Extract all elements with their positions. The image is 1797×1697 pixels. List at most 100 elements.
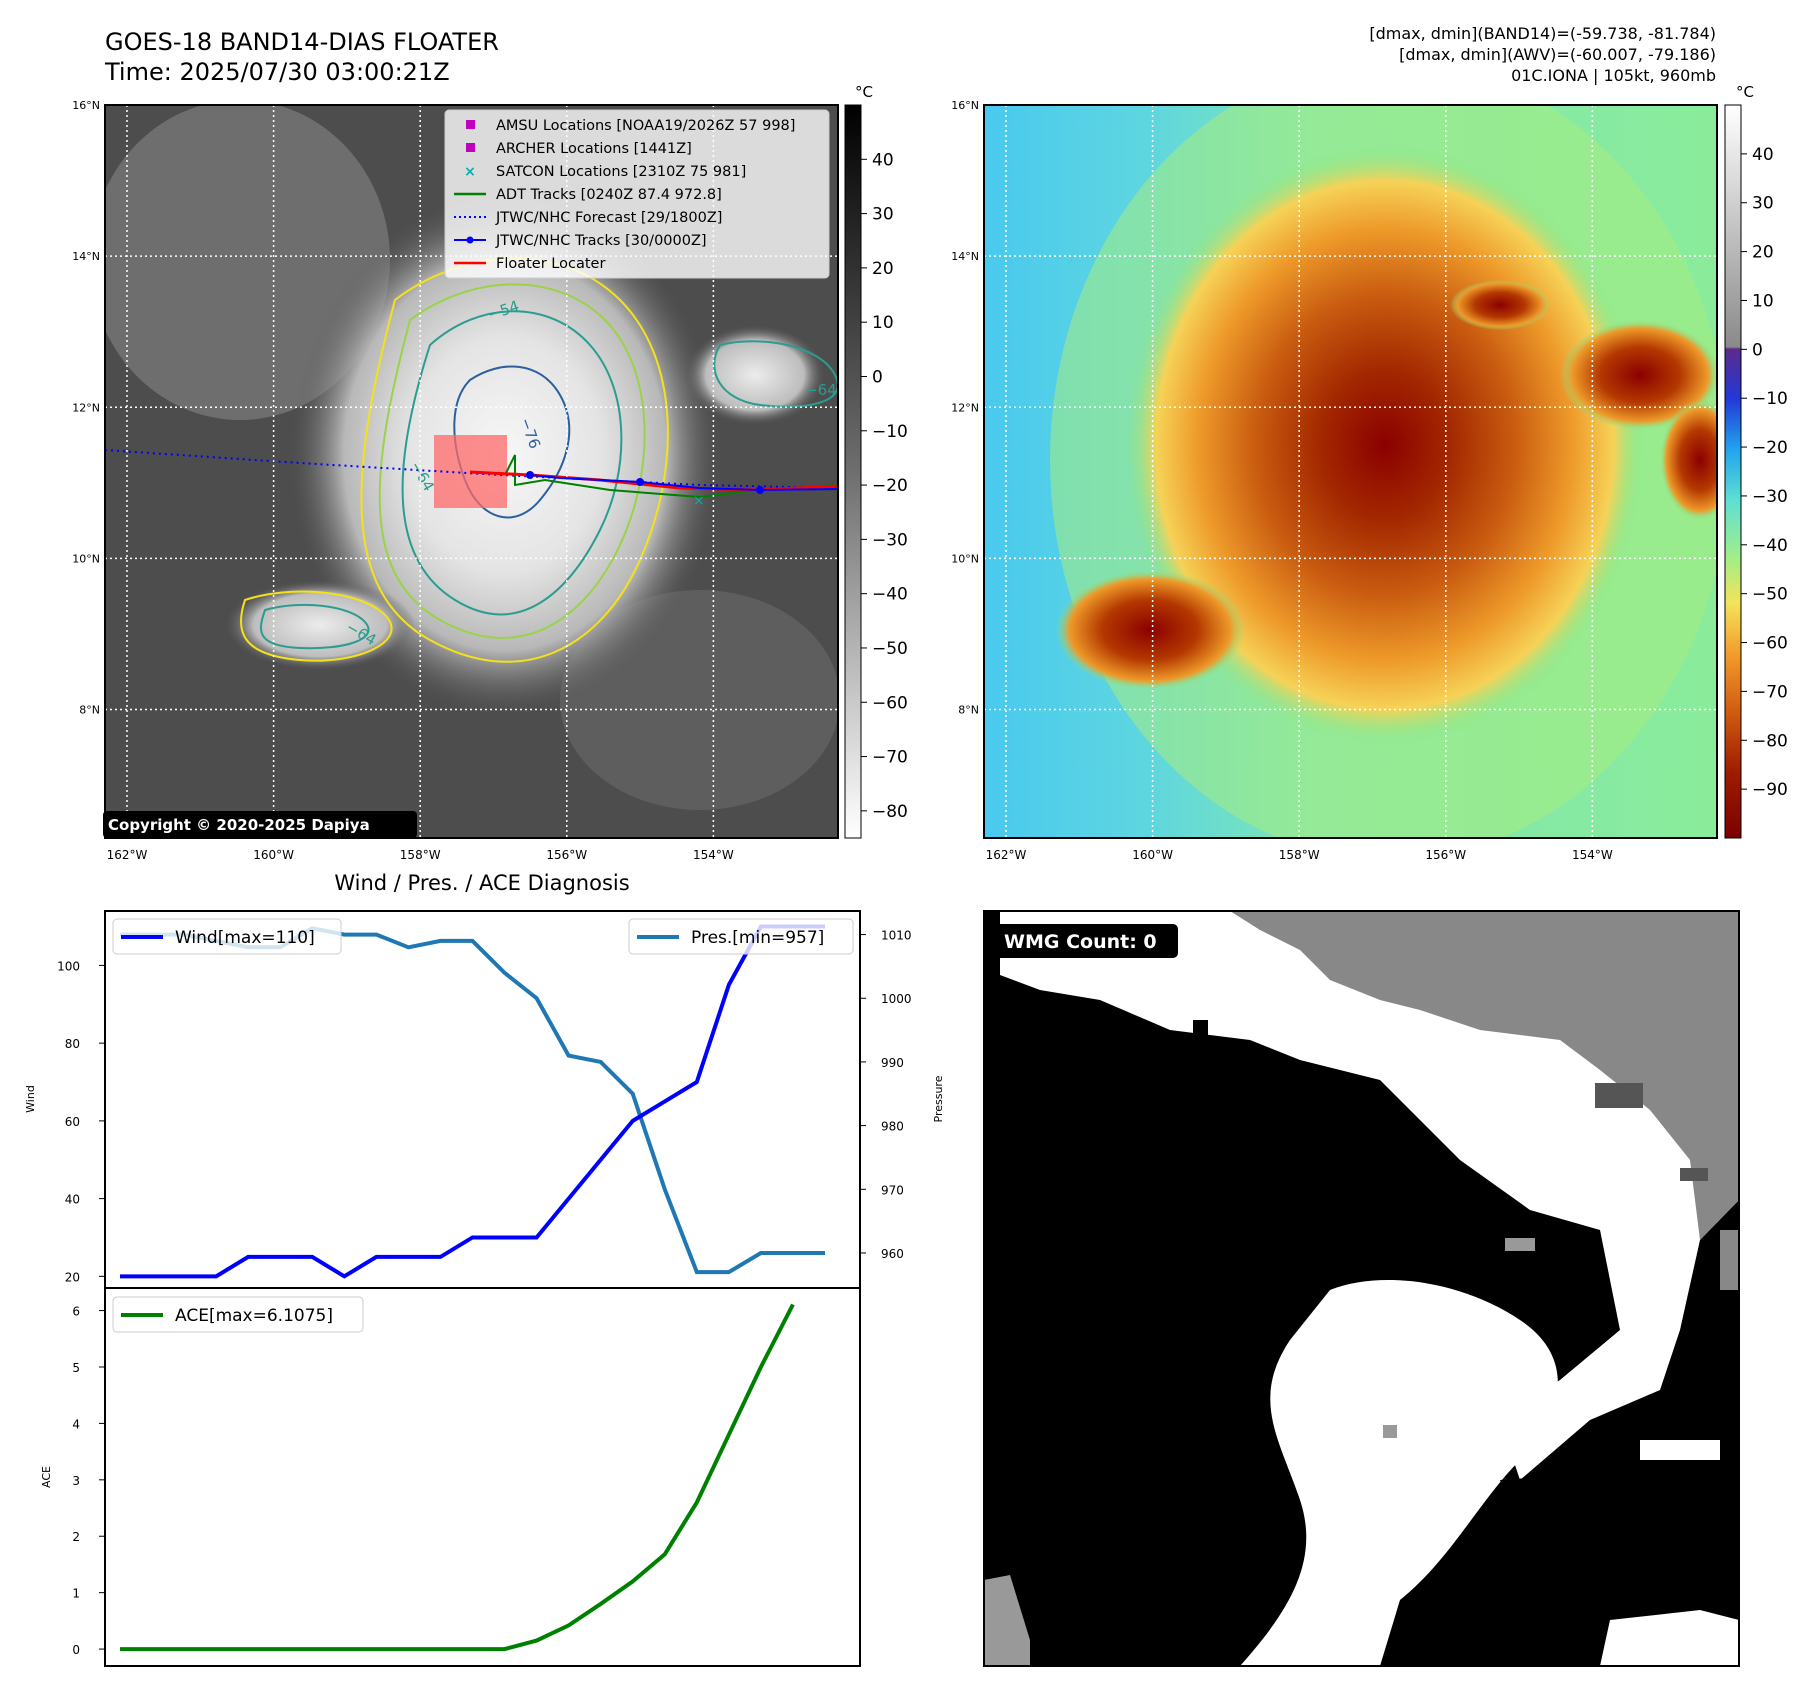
ir-colorbar-tick: −60	[872, 693, 908, 713]
legend-marker-dot	[466, 236, 474, 244]
awv-colorbar-tick: 10	[1752, 291, 1774, 311]
ir-panel: × −54 −76 −64 −64 −64 162°W 160°W 158°W 156…	[72, 83, 908, 862]
ace-tick-label: 3	[72, 1474, 80, 1488]
copyright-box	[103, 811, 417, 838]
ir-lon-tick-label: 162°W	[107, 848, 148, 862]
ir-colorbar-tick: 0	[872, 367, 883, 387]
wind-pressure-chart: 20 40 60 80 100 960 970 980 990 1000 1010 Wind Pr…	[24, 910, 945, 1289]
pressure-tick-label: 1010	[881, 929, 912, 943]
awv-colorbar-tick: −60	[1752, 634, 1788, 654]
ir-lat-tick-label: 8°N	[79, 704, 100, 717]
awv-colorbar-tick: 40	[1752, 145, 1774, 165]
wmg-count-label: WMG Count: 0	[1004, 931, 1157, 953]
legend-label: AMSU Locations [NOAA19/2026Z 57 998]	[496, 118, 795, 134]
pressure-tick-label: 980	[881, 1120, 904, 1134]
ir-colorbar-tick: 10	[872, 313, 894, 333]
pressure-legend-label: Pres.[min=957]	[691, 928, 824, 948]
jtwc-forecast-line	[105, 449, 838, 489]
awv-lon-tick-label: 154°W	[1572, 848, 1613, 862]
legend-label: JTWC/NHC Forecast [29/1800Z]	[495, 210, 722, 226]
wind-tick-label: 20	[65, 1270, 80, 1284]
ir-lat-tick-label: 10°N	[72, 552, 100, 565]
storm-info: 01C.IONA | 105kt, 960mb	[1511, 66, 1716, 85]
awv-colorbar-tick: −10	[1752, 389, 1788, 409]
ir-lon-tick-label: 160°W	[253, 848, 294, 862]
awv-colorbar-tick: −50	[1752, 585, 1788, 605]
pressure-tick-label: 960	[881, 1247, 904, 1261]
ace-tick-label: 6	[72, 1305, 80, 1319]
figure-title: GOES-18 BAND14-DIAS FLOATER	[105, 28, 499, 56]
wind-legend-label: Wind[max=110]	[175, 928, 315, 948]
pressure-tick-label: 1000	[881, 992, 912, 1006]
ir-colorbar-tick: −10	[872, 422, 908, 442]
awv-colorbar-tick: 30	[1752, 194, 1774, 214]
wind-tick-label: 40	[65, 1193, 80, 1207]
awv-imagery	[984, 105, 1717, 838]
jtwc-track-point	[526, 471, 534, 479]
awv-lon-tick-label: 156°W	[1425, 848, 1466, 862]
wind-tick-label: 80	[65, 1037, 80, 1051]
ir-lon-tick-label: 156°W	[546, 848, 587, 862]
ir-colorbar-tick: 40	[872, 150, 894, 170]
ace-tick-label: 4	[72, 1417, 80, 1431]
legend-label: JTWC/NHC Tracks [30/0000Z]	[495, 233, 707, 249]
ir-colorbar-tick: 30	[872, 205, 894, 225]
wind-tick-label: 60	[65, 1115, 80, 1129]
ir-legend: AMSU Locations [NOAA19/2026Z 57 998] ARCH…	[444, 109, 830, 279]
pressure-tick-label: 990	[881, 1056, 904, 1070]
ir-colorbar: °C 40 30 20 10 0 −10 −20 −30 −40 −50 −60 −70 −80	[844, 83, 908, 839]
pressure-tick-label: 970	[881, 1183, 904, 1197]
awv-colorbar-tick: −70	[1752, 682, 1788, 702]
ace-series-line	[120, 1303, 795, 1652]
ir-colorbar-tick: −50	[872, 639, 908, 659]
legend-label: SATCON Locations [2310Z 75 981]	[496, 164, 746, 180]
wind-series-line	[120, 924, 825, 1279]
pressure-axis-label: Pressure	[932, 1075, 945, 1122]
ir-colorbar-tick: −70	[872, 748, 908, 768]
ir-lat-tick-label: 14°N	[72, 250, 100, 263]
ir-colorbar-tick: −20	[872, 476, 908, 496]
jtwc-track-point	[756, 486, 764, 494]
awv-colorbar-unit: °C	[1736, 83, 1754, 101]
ace-chart: 0 1 2 3 4 5 6 ACE ACE[max=6.1075]	[40, 1287, 861, 1667]
jtwc-track-point	[636, 478, 644, 486]
ir-colorbar-tick: −30	[872, 530, 908, 550]
awv-colorbar-tick: 20	[1752, 243, 1774, 263]
awv-gridlines	[984, 105, 1717, 838]
ir-colorbar-tick: −40	[872, 585, 908, 605]
pressure-legend: Pres.[min=957]	[628, 918, 854, 955]
ace-axis-label: ACE	[40, 1466, 53, 1488]
ir-colorbar-unit: °C	[855, 83, 873, 101]
legend-label: Floater Locater	[496, 256, 605, 272]
legend-label: ARCHER Locations [1441Z]	[496, 141, 692, 157]
ace-tick-label: 0	[72, 1643, 80, 1657]
satcon-marker: ×	[693, 493, 705, 509]
ace-tick-label: 5	[72, 1361, 80, 1375]
dmax-awv: [dmax, dmin](AWV)=(-60.007, -79.186)	[1399, 45, 1716, 64]
awv-lat-tick-label: 8°N	[958, 704, 979, 717]
ir-lat-tick-label: 12°N	[72, 401, 100, 414]
copyright-text: Copyright © 2020-2025 Dapiya	[108, 816, 370, 834]
legend-marker	[466, 120, 475, 129]
legend-marker	[466, 143, 475, 152]
dmax-band14: [dmax, dmin](BAND14)=(-59.738, -81.784)	[1369, 24, 1716, 43]
legend-marker: ×	[464, 164, 476, 180]
ace-tick-label: 1	[72, 1587, 80, 1601]
ir-axis-ticks: 162°W 160°W 158°W 156°W 154°W 16°N 14°N 12°N 10°…	[72, 99, 734, 862]
awv-lat-tick-label: 14°N	[951, 250, 979, 263]
wind-legend: Wind[max=110]	[112, 918, 342, 955]
awv-colorbar-tick: 0	[1752, 340, 1763, 360]
awv-lon-tick-label: 162°W	[986, 848, 1027, 862]
contour-label: −64	[805, 381, 837, 399]
awv-panel: 162°W 160°W 158°W 156°W 154°W16°N14°N12°N10°…	[951, 83, 1788, 862]
ace-legend: ACE[max=6.1075]	[112, 1296, 364, 1333]
figure-time: Time: 2025/07/30 03:00:21Z	[104, 58, 450, 86]
awv-colorbar-tick: −40	[1752, 536, 1788, 556]
wind-tick-label: 100	[57, 959, 80, 973]
ace-legend-label: ACE[max=6.1075]	[175, 1306, 333, 1326]
awv-lat-tick-label: 16°N	[951, 99, 979, 112]
awv-lat-tick-label: 10°N	[951, 552, 979, 565]
diagnosis-title: Wind / Pres. / ACE Diagnosis	[334, 871, 629, 895]
awv-axis-ticks: 162°W 160°W 158°W 156°W 154°W 16°N 14°N 12°N 10°…	[951, 99, 1613, 862]
